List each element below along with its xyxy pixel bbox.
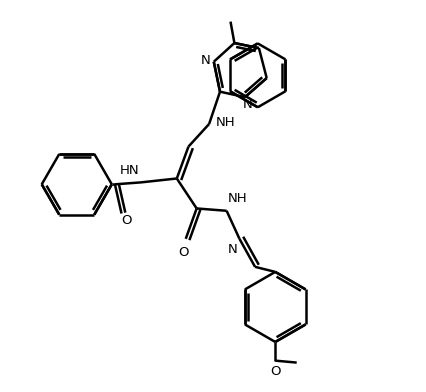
Text: O: O [178,246,189,259]
Text: NH: NH [216,116,236,129]
Text: O: O [270,365,281,378]
Text: O: O [121,214,132,227]
Text: N: N [228,243,238,256]
Text: HN: HN [120,163,140,176]
Text: N: N [200,54,210,67]
Text: NH: NH [228,192,248,205]
Text: N: N [243,98,253,111]
